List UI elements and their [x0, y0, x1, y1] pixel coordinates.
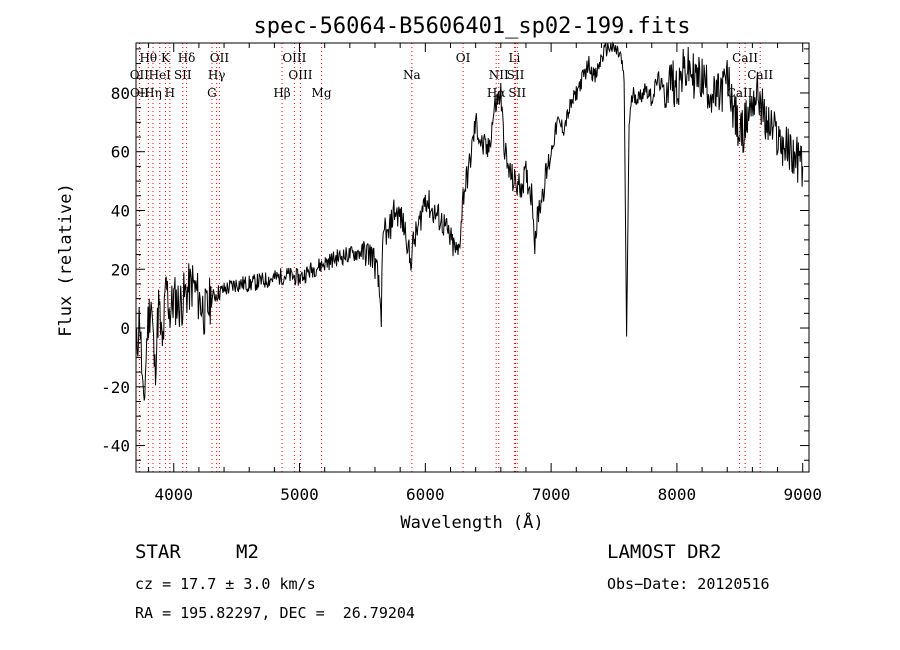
reference-line-label: Hβ — [273, 86, 290, 100]
reference-line-label: OII — [130, 68, 150, 82]
reference-line-label: Hα — [487, 86, 506, 100]
x-tick-label: 4000 — [154, 485, 193, 504]
x-tick-label: 6000 — [406, 485, 445, 504]
y-tick-label: 60 — [111, 143, 130, 162]
x-tick-label: 8000 — [658, 485, 697, 504]
x-tick-label: 7000 — [532, 485, 571, 504]
reference-line-label: SII — [174, 68, 192, 82]
reference-line-label: OIII — [288, 68, 312, 82]
y-tick-label: 40 — [111, 201, 130, 220]
reference-line-label: Na — [403, 68, 421, 82]
chart-title: spec-56064-B5606401_sp02-199.fits — [253, 14, 690, 39]
y-axis-label: Flux (relative) — [56, 183, 76, 337]
reference-line-label: SII — [508, 86, 526, 100]
reference-lines — [138, 43, 761, 472]
x-tick-label: 5000 — [280, 485, 319, 504]
y-tick-label: -20 — [101, 378, 130, 397]
redshift-text: cz = 17.7 ± 3.0 km/s — [135, 575, 316, 593]
reference-line-label: SII — [507, 68, 525, 82]
reference-line-label: Li — [508, 51, 520, 65]
reference-line-label: NII — [489, 68, 509, 82]
reference-line-label: K — [161, 51, 171, 65]
spectrum-line — [135, 41, 804, 401]
reference-line-label: Hδ — [178, 51, 196, 65]
reference-line-label: OII — [210, 51, 230, 65]
reference-line-label: Mg — [312, 86, 332, 100]
reference-line-label: G — [207, 86, 217, 100]
reference-line-label: CaII — [747, 68, 773, 82]
coordinates-text: RA = 195.82297, DEC = 26.79204 — [135, 604, 415, 622]
y-tick-label: -40 — [101, 437, 130, 456]
reference-line-label: OI — [456, 51, 471, 65]
reference-line-label: Hγ — [208, 68, 226, 82]
survey-name: LAMOST DR2 — [607, 541, 722, 563]
x-tick-label: 9000 — [783, 485, 822, 504]
reference-line-label: CaII — [727, 86, 753, 100]
reference-line-label: OIII — [282, 51, 306, 65]
reference-line-label: CaII — [732, 51, 758, 65]
reference-line-label: HeI — [149, 68, 172, 82]
reference-line-label: Hθ — [139, 51, 157, 65]
x-axis-label: Wavelength (Å) — [400, 511, 543, 533]
y-tick-label: 80 — [111, 84, 130, 103]
obs-date-text: Obs−Date: 20120516 — [607, 575, 770, 593]
y-tick-label: 0 — [120, 319, 130, 338]
reference-line-label: Hη — [144, 86, 162, 100]
object-class: STAR — [135, 541, 181, 563]
object-subclass: M2 — [236, 541, 259, 563]
plot-frame — [135, 42, 810, 473]
axis-ticks: 4000 5000 6000 7000 8000 9000 -40 -20 0 20 40 60 80 — [101, 43, 822, 504]
reference-line-label: H — [165, 86, 175, 100]
y-tick-label: 20 — [111, 260, 130, 279]
